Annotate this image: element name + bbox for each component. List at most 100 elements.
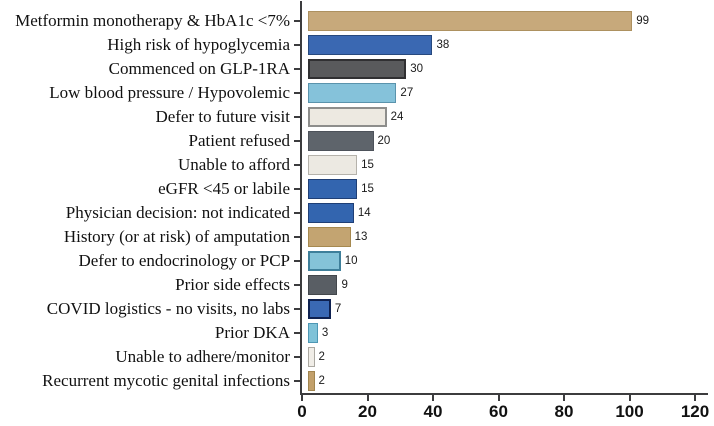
x-axis-tick bbox=[432, 395, 434, 401]
bar bbox=[308, 275, 338, 295]
x-axis-tick bbox=[301, 395, 303, 401]
bar bbox=[308, 107, 387, 127]
value-label: 20 bbox=[377, 135, 391, 147]
bar bbox=[308, 131, 374, 151]
category-label: History (or at risk) of amputation bbox=[63, 227, 290, 246]
bar-track: 99 bbox=[300, 9, 714, 33]
x-axis-tick bbox=[497, 395, 500, 401]
y-axis-tick bbox=[294, 140, 300, 142]
bar-track: 10 bbox=[300, 249, 714, 273]
chart-row: Commenced on GLP-1RA 30 bbox=[0, 57, 714, 81]
y-axis-tick bbox=[294, 260, 300, 262]
value-label: 10 bbox=[344, 255, 358, 267]
y-axis-tick bbox=[294, 212, 300, 214]
y-axis-tick bbox=[294, 44, 300, 46]
x-tick-label: 20 bbox=[358, 402, 377, 421]
x-axis-tick bbox=[628, 395, 631, 401]
chart-row: Prior side effects 9 bbox=[0, 273, 714, 297]
y-axis-tick bbox=[294, 188, 300, 190]
bar-track: 30 bbox=[300, 57, 714, 81]
x-axis-tick bbox=[563, 395, 565, 401]
category-label: Prior DKA bbox=[214, 323, 290, 342]
value-label: 14 bbox=[357, 207, 371, 219]
chart-row: eGFR <45 or labile 15 bbox=[0, 177, 714, 201]
chart-row: Defer to endocrinology or PCP 10 bbox=[0, 249, 714, 273]
bar-track: 2 bbox=[300, 345, 714, 369]
y-axis-tick bbox=[294, 164, 300, 166]
plot-area: Metformin monotherapy & HbA1c <7% 99 High … bbox=[0, 9, 714, 393]
bar-track: 20 bbox=[300, 129, 714, 153]
chart-row: Prior DKA 3 bbox=[0, 321, 714, 345]
y-axis-tick bbox=[294, 116, 300, 118]
category-label: Commenced on GLP-1RA bbox=[108, 59, 290, 78]
bar bbox=[308, 155, 358, 175]
bar bbox=[308, 227, 351, 247]
value-label: 38 bbox=[436, 39, 450, 51]
bar bbox=[308, 323, 318, 343]
x-tick-label: 120 bbox=[680, 402, 710, 421]
category-label: Prior side effects bbox=[175, 275, 290, 294]
chart-row: Unable to adhere/monitor 2 bbox=[0, 345, 714, 369]
chart-row: High risk of hypoglycemia 38 bbox=[0, 33, 714, 57]
category-label: Patient refused bbox=[188, 131, 291, 150]
value-label: 3 bbox=[321, 327, 329, 339]
bar-track: 15 bbox=[300, 153, 714, 177]
value-label: 24 bbox=[390, 111, 404, 123]
bar bbox=[308, 179, 358, 199]
value-label: 15 bbox=[361, 159, 374, 171]
x-axis: 0 20 40 60 80 100 120 bbox=[297, 393, 709, 426]
value-label: 15 bbox=[361, 183, 374, 195]
bar bbox=[308, 59, 407, 79]
bar-track: 14 bbox=[300, 201, 714, 225]
category-label: Unable to adhere/monitor bbox=[115, 347, 290, 366]
category-label: Defer to endocrinology or PCP bbox=[78, 251, 290, 270]
category-label: High risk of hypoglycemia bbox=[107, 35, 290, 54]
bar-track: 15 bbox=[300, 177, 714, 201]
y-axis-tick bbox=[294, 68, 300, 70]
x-tick-label: 40 bbox=[423, 402, 443, 421]
value-label: 13 bbox=[354, 231, 368, 243]
chart-row: Physician decision: not indicated 14 bbox=[0, 201, 714, 225]
bar bbox=[308, 299, 331, 319]
value-label: 99 bbox=[636, 15, 650, 27]
x-tick-label: 60 bbox=[489, 402, 508, 421]
bar bbox=[308, 347, 315, 367]
x-tick-label: 0 bbox=[297, 402, 307, 421]
category-label: Physician decision: not indicated bbox=[65, 203, 290, 222]
value-label: 7 bbox=[334, 303, 342, 315]
bar-track: 3 bbox=[300, 321, 714, 345]
bar bbox=[308, 251, 341, 271]
value-label: 9 bbox=[341, 279, 348, 291]
y-axis-tick bbox=[294, 308, 300, 310]
bar bbox=[308, 371, 315, 391]
bar-track: 13 bbox=[300, 225, 714, 249]
value-label: 2 bbox=[318, 375, 325, 387]
y-axis-tick bbox=[294, 92, 300, 94]
x-tick-label: 100 bbox=[615, 402, 644, 421]
chart-row: History (or at risk) of amputation 13 bbox=[0, 225, 714, 249]
bar-track: 27 bbox=[300, 81, 714, 105]
y-axis-tick bbox=[294, 332, 300, 334]
chart-row: Defer to future visit 24 bbox=[0, 105, 714, 129]
category-label: eGFR <45 or labile bbox=[158, 179, 290, 198]
chart-row: Low blood pressure / Hypovolemic 27 bbox=[0, 81, 714, 105]
x-tick-label: 80 bbox=[554, 402, 574, 421]
chart-row: COVID logistics - no visits, no labs 7 bbox=[0, 297, 714, 321]
chart-row: Unable to afford 15 bbox=[0, 153, 714, 177]
chart-row: Recurrent mycotic genital infections 2 bbox=[0, 369, 714, 393]
category-label: Recurrent mycotic genital infections bbox=[42, 371, 290, 390]
bar-track: 9 bbox=[300, 273, 714, 297]
bar-track: 7 bbox=[300, 297, 714, 321]
x-axis-tick bbox=[694, 395, 696, 401]
bar bbox=[308, 203, 354, 223]
chart-row: Patient refused 20 bbox=[0, 129, 714, 153]
value-label: 30 bbox=[410, 63, 424, 75]
y-axis-line bbox=[300, 1, 302, 395]
category-label: Low blood pressure / Hypovolemic bbox=[49, 83, 290, 102]
y-axis-tick bbox=[294, 284, 300, 286]
category-label: Metformin monotherapy & HbA1c <7% bbox=[15, 11, 290, 30]
y-axis-tick bbox=[294, 380, 300, 382]
bar bbox=[308, 83, 397, 103]
category-label: COVID logistics - no visits, no labs bbox=[46, 299, 290, 318]
